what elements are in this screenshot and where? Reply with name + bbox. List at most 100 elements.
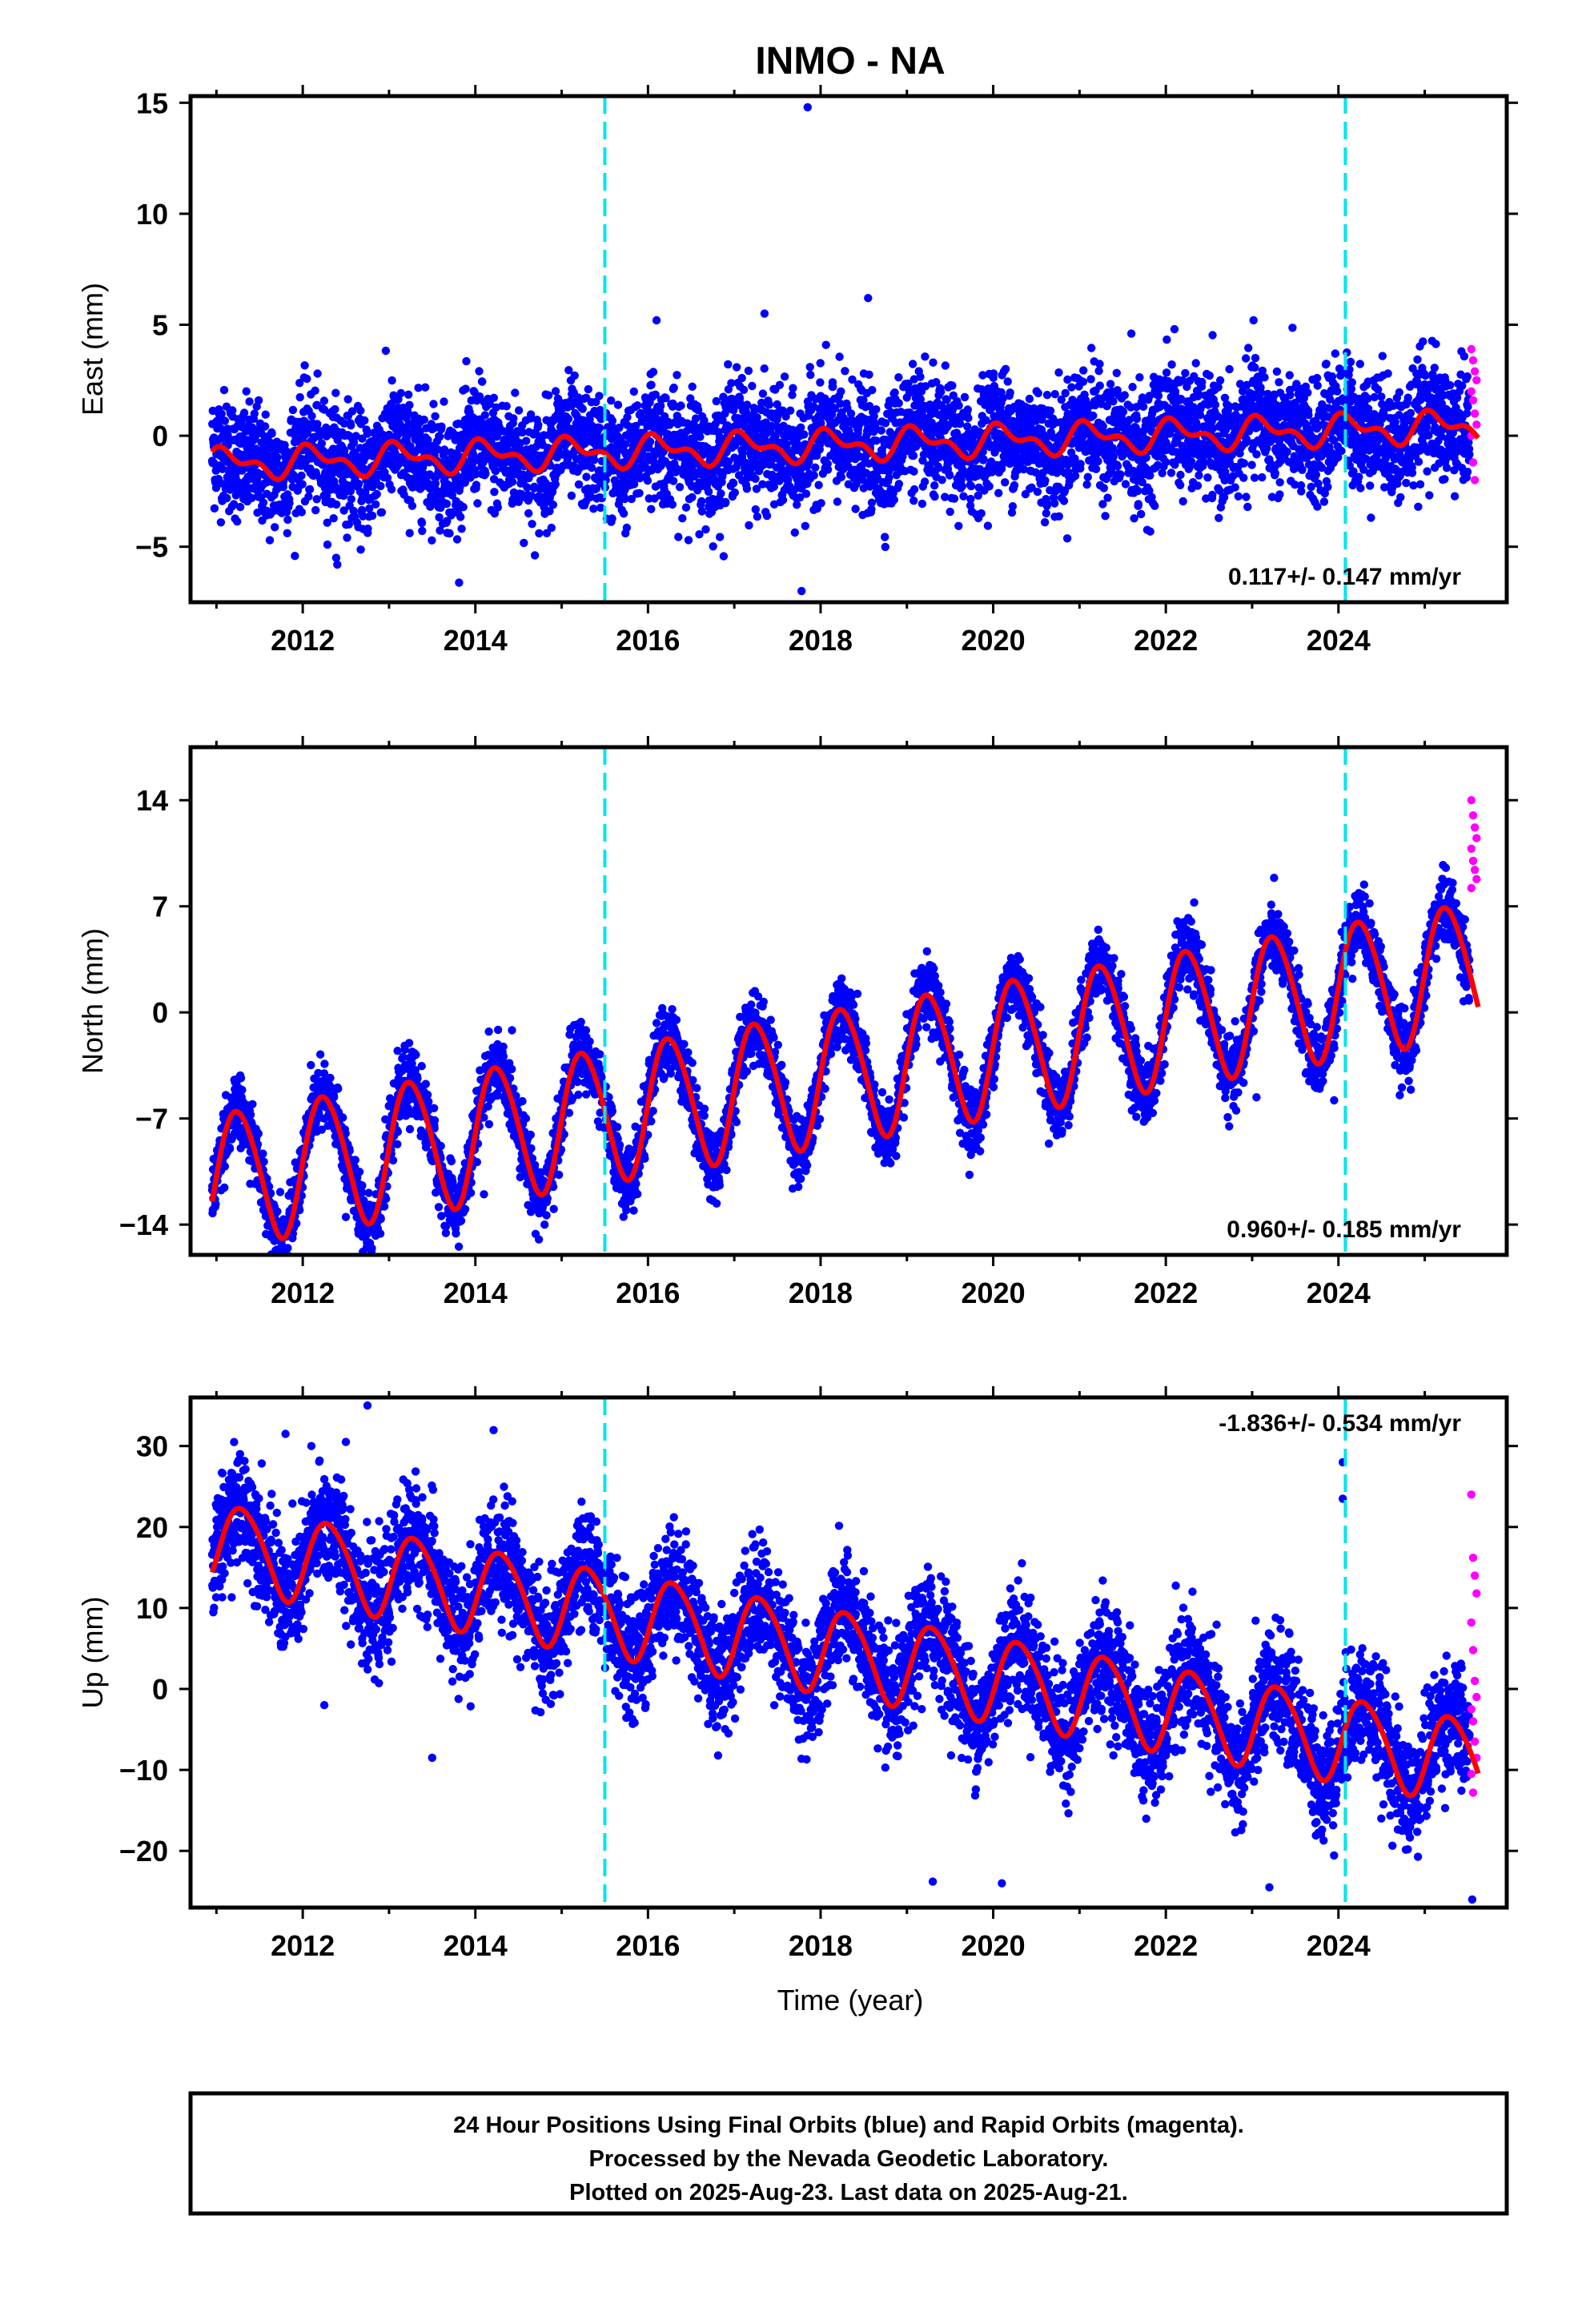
east-data-point <box>1211 400 1220 409</box>
east-data-point <box>331 388 340 397</box>
east-data-point <box>739 385 749 394</box>
east-data-point <box>1113 461 1122 471</box>
east-data-point <box>1120 391 1130 400</box>
east-data-point <box>508 477 517 486</box>
east-data-point <box>1234 492 1243 501</box>
east-data-point <box>300 361 309 370</box>
east-data-point <box>443 517 452 525</box>
east-data-point <box>595 424 604 432</box>
east-data-point <box>881 533 889 541</box>
east-data-point <box>297 508 306 517</box>
east-data-point <box>307 412 316 420</box>
east-data-point <box>966 481 976 491</box>
east-data-point <box>1247 460 1256 469</box>
east-data-point <box>790 528 799 537</box>
east-data-point <box>1271 468 1280 478</box>
east-data-point <box>920 477 930 486</box>
east-data-point <box>1134 486 1142 496</box>
east-data-point <box>1061 388 1070 398</box>
east-data-point <box>360 416 369 425</box>
east-data-point <box>226 485 235 494</box>
east-data-point <box>1322 360 1331 368</box>
east-data-point <box>885 473 893 482</box>
east-data-point <box>376 481 385 491</box>
east-data-point <box>1076 460 1085 468</box>
east-data-point <box>544 391 553 400</box>
east-data-point <box>647 505 656 513</box>
east-data-point <box>669 383 678 392</box>
east-data-point <box>452 535 462 544</box>
east-data-point <box>1135 373 1144 382</box>
east-data-point <box>387 376 396 385</box>
east-data-point <box>674 533 683 541</box>
east-data-point <box>745 521 753 530</box>
east-data-point <box>313 369 322 378</box>
east-data-point <box>347 421 355 430</box>
east-data-point <box>1297 487 1306 496</box>
east-data-point <box>1208 490 1217 500</box>
east-data-point <box>1311 470 1321 479</box>
east-data-point <box>1050 499 1059 508</box>
east-data-point <box>780 372 789 381</box>
east-data-point <box>909 451 918 460</box>
east-data-point <box>1198 377 1207 387</box>
east-data-point <box>1239 473 1248 482</box>
east-data-point <box>748 381 757 391</box>
east-data-point <box>520 538 528 548</box>
east-data-point <box>442 499 452 509</box>
east-data-point <box>595 392 604 400</box>
east-data-point <box>1283 448 1291 456</box>
east-data-point <box>381 346 391 356</box>
east-data-point <box>1275 478 1284 487</box>
east-data-point <box>217 409 226 418</box>
east-data-point <box>283 529 291 537</box>
east-data-point <box>456 513 465 521</box>
east-data-point <box>1166 468 1176 477</box>
east-data-point <box>1243 502 1252 512</box>
east-data-point <box>1006 388 1014 397</box>
east-data-point <box>823 465 833 474</box>
east-data-point <box>511 388 520 397</box>
east-data-point <box>721 497 730 507</box>
east-data-point <box>1033 487 1042 497</box>
east-data-point <box>1089 411 1098 420</box>
east-data-point <box>461 384 470 393</box>
east-data-point <box>608 514 616 523</box>
east-data-point <box>447 508 456 517</box>
east-data-point <box>955 420 965 428</box>
east-data-point <box>964 413 973 423</box>
east-data-point <box>523 483 532 492</box>
east-data-point <box>383 473 392 482</box>
east-data-point <box>1304 411 1313 420</box>
east-data-point <box>909 467 918 476</box>
east-data-point <box>1249 316 1258 325</box>
east-data-point <box>522 436 531 445</box>
east-data-point <box>220 416 230 425</box>
east-data-point <box>697 507 706 516</box>
east-data-point <box>1099 484 1109 493</box>
east-data-point <box>387 485 396 494</box>
east-data-point <box>291 552 299 561</box>
east-data-point <box>1377 392 1386 401</box>
east-data-point <box>1162 368 1171 377</box>
east-data-point <box>323 518 331 527</box>
east-data-point <box>1094 456 1102 466</box>
east-data-point <box>684 536 693 545</box>
east-data-point <box>548 501 558 509</box>
east-data-point <box>418 526 427 536</box>
east-data-point <box>868 385 877 395</box>
east-data-point <box>865 370 873 379</box>
east-data-point <box>457 525 466 533</box>
east-data-point <box>809 471 818 480</box>
east-data-point <box>298 480 307 489</box>
east-data-point <box>1195 471 1203 480</box>
east-data-point <box>1118 408 1128 416</box>
east-data-point <box>1367 513 1375 522</box>
east-data-point <box>297 471 306 480</box>
east-data-point <box>1337 446 1346 456</box>
east-data-point <box>704 487 713 497</box>
east-data-point <box>677 401 685 410</box>
east-data-point <box>570 371 579 380</box>
east-data-point <box>742 485 752 493</box>
east-data-point <box>837 387 845 396</box>
